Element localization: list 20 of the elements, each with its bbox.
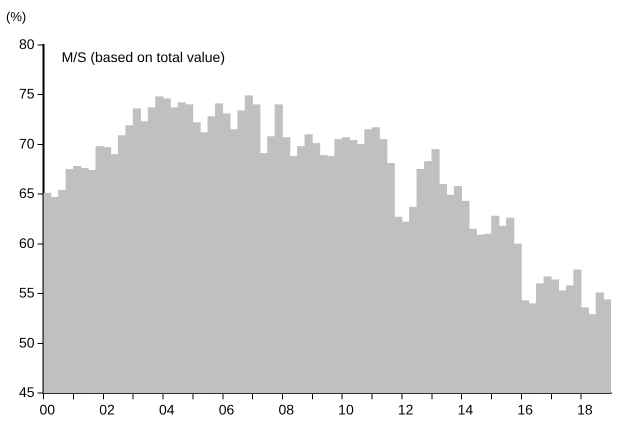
- y-tick-label: 70: [18, 135, 35, 152]
- chart-title: M/S (based on total value): [62, 48, 225, 65]
- x-tick-label: 06: [218, 401, 234, 418]
- y-tick-label: 75: [18, 86, 35, 102]
- y-tick-label: 80: [18, 36, 35, 52]
- y-axis-title: (%): [6, 9, 26, 24]
- y-tick-label: 65: [18, 185, 35, 202]
- x-tick-label: 00: [40, 401, 56, 418]
- y-tick-label: 55: [18, 284, 35, 301]
- x-tick-label: 08: [278, 401, 294, 418]
- y-tick-label: 45: [18, 384, 35, 400]
- x-tick-label: 12: [398, 401, 414, 418]
- y-tick-label: 60: [18, 234, 35, 251]
- y-tick-label: 50: [18, 334, 35, 350]
- x-tick-label: 02: [99, 401, 116, 418]
- x-tick-label: 04: [158, 401, 175, 418]
- x-tick-label: 16: [517, 401, 534, 418]
- x-tick-label: 18: [577, 401, 593, 418]
- x-tick-label: 14: [458, 401, 474, 418]
- x-tick-label: 10: [338, 401, 354, 418]
